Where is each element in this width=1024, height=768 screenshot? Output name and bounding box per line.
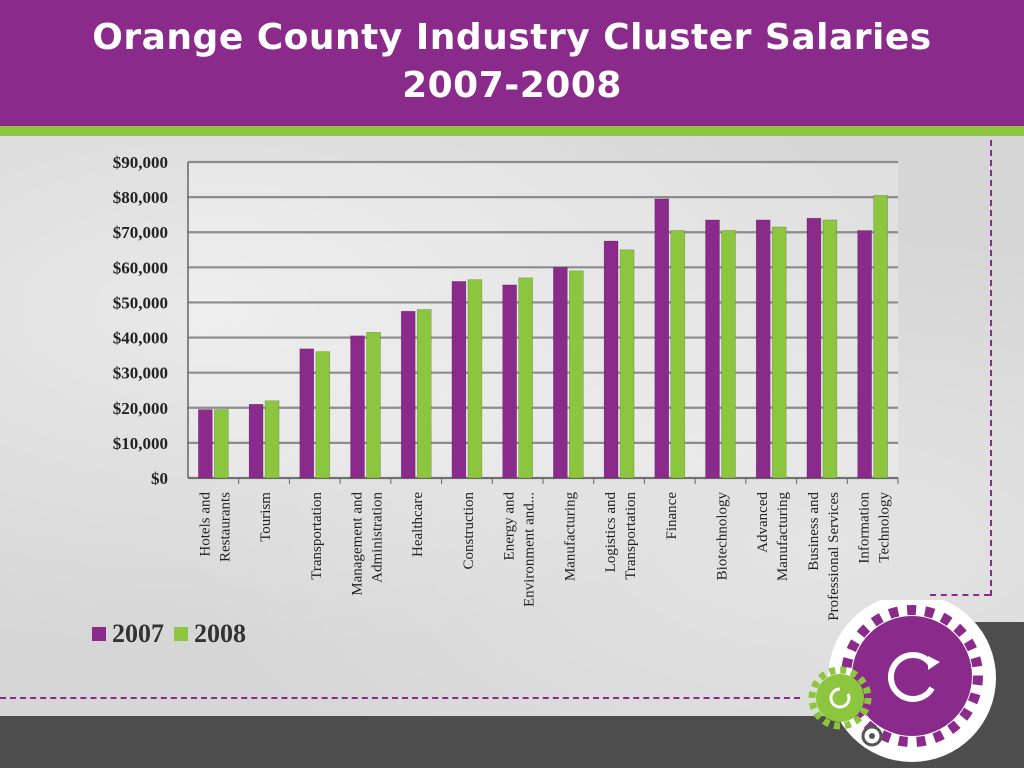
y-tick-label: $40,000	[113, 329, 168, 348]
x-category-label: Administration	[370, 492, 386, 583]
x-category-label: Management and	[350, 492, 366, 596]
bar-2007	[857, 230, 872, 479]
x-category-label: Logistics and	[603, 492, 619, 573]
y-tick-label: $50,000	[113, 293, 168, 312]
bar-2007	[603, 240, 619, 479]
bar-2007	[400, 310, 416, 479]
x-category-label: Professional Services	[826, 492, 842, 621]
bar-2007	[705, 219, 720, 479]
bar-2007	[755, 219, 771, 479]
bar-2007	[502, 284, 517, 479]
bar-2008	[670, 230, 686, 479]
legend-item-2008: 2008	[174, 619, 246, 649]
bar-2007	[553, 267, 568, 479]
x-category-label: Manufacturing	[562, 492, 578, 582]
x-category-label: Hotels and	[197, 492, 213, 557]
bar-2007	[654, 198, 670, 479]
legend-label-2007: 2007	[112, 619, 164, 648]
y-tick-label: $10,000	[113, 434, 168, 453]
x-category-label: Manufacturing	[775, 492, 791, 582]
bar-2007	[299, 348, 315, 479]
x-category-label: Healthcare	[410, 492, 426, 557]
x-category-label: Transportation	[623, 492, 639, 580]
bar-2008	[467, 279, 483, 479]
bar-2008	[569, 270, 584, 479]
x-category-label: Technology	[877, 492, 893, 563]
bar-2007	[451, 281, 467, 479]
dashed-frame-right	[990, 140, 992, 596]
y-tick-label: $80,000	[113, 188, 168, 207]
bar-2008	[214, 409, 229, 479]
bar-2008	[771, 226, 787, 479]
bar-2007	[350, 335, 365, 479]
title-banner	[0, 0, 1024, 126]
x-category-label: Restaurants	[217, 492, 233, 562]
bar-2008	[619, 249, 635, 479]
x-category-label: Tourism	[258, 492, 274, 542]
bar-2007	[248, 403, 264, 479]
legend-item-2007: 2007	[92, 619, 164, 649]
y-tick-label: $0	[151, 469, 168, 488]
y-tick-label: $90,000	[113, 153, 168, 172]
bar-2008	[416, 309, 432, 479]
legend-label-2008: 2008	[194, 619, 246, 648]
x-category-label: Business and	[806, 492, 822, 571]
x-category-label: Biotechnology	[715, 492, 731, 581]
bar-2007	[806, 217, 822, 479]
legend-swatch-2007	[92, 627, 106, 641]
bar-chart: $0 $10,000 $20,000 $30,000 $40,000 $50,000 $60…	[113, 153, 899, 621]
x-category-label: Energy and	[502, 492, 518, 561]
x-category-label: Transportation	[309, 492, 325, 580]
bar-2008	[518, 277, 533, 479]
y-tick-label: $30,000	[113, 364, 168, 383]
bar-2008	[822, 219, 838, 479]
bar-2008	[366, 331, 381, 479]
plot-area	[188, 162, 898, 478]
dashed-frame-bottom	[0, 697, 800, 699]
gears-logo	[808, 600, 996, 762]
tiny-gear-icon	[861, 725, 883, 747]
title-accent-stripe	[0, 126, 1024, 136]
chart-legend: 2007 2008	[92, 619, 246, 649]
x-category-label: Advanced	[755, 492, 771, 553]
slide-title-line1: Orange County Industry Cluster Salaries	[92, 17, 932, 58]
bar-2008	[315, 351, 331, 479]
legend-swatch-2008	[174, 627, 188, 641]
large-gear-icon	[841, 605, 983, 747]
y-tick-label: $70,000	[113, 223, 168, 242]
bar-2008	[721, 230, 736, 479]
x-category-label: Environment and...	[522, 492, 538, 607]
bar-2008	[264, 400, 280, 479]
y-tick-label: $60,000	[113, 258, 168, 277]
x-category-label: Information	[857, 492, 873, 564]
slide-title-line2: 2007-2008	[402, 65, 622, 106]
x-category-label: Finance	[664, 492, 680, 540]
bar-2007	[198, 409, 213, 479]
slide-title: Orange County Industry Cluster Salaries …	[0, 14, 1024, 110]
y-tick-label: $20,000	[113, 399, 168, 418]
dashed-frame-corner	[930, 594, 990, 596]
small-gear-icon	[808, 666, 872, 730]
x-category-label: Construction	[461, 492, 477, 570]
bar-2008	[873, 195, 888, 479]
